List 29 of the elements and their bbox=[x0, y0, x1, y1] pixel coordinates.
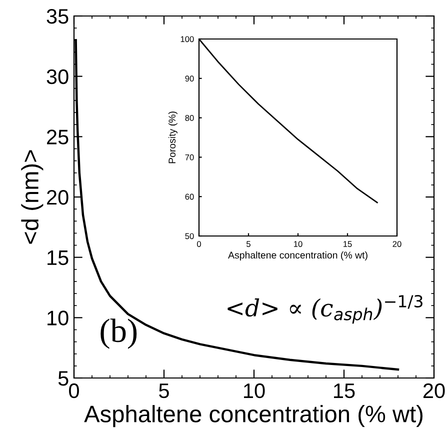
y-tick-label: 20 bbox=[47, 190, 68, 205]
y-tick-label: 15 bbox=[48, 250, 68, 266]
x-tick-label: 0 bbox=[197, 241, 201, 247]
x-tick-label: 15 bbox=[344, 241, 352, 247]
x-tick-label: 5 bbox=[246, 241, 250, 247]
y-tick-label: 50 bbox=[185, 233, 194, 240]
y-tick-label: 90 bbox=[185, 76, 194, 82]
x-tick-label: 5 bbox=[159, 384, 169, 398]
annotation: <d> ∝ (c$_{asph}$)$^{−1/3}$ bbox=[228, 294, 422, 324]
y-tick-label: 35 bbox=[46, 9, 68, 24]
x-tick-label: 0 bbox=[69, 383, 79, 398]
y-tick-label: 10 bbox=[48, 310, 68, 326]
y-axis-title: <d (nm)> bbox=[21, 150, 44, 244]
x-tick-label: 10 bbox=[294, 241, 302, 247]
x-axis-title: Asphaltene concentration (% wt) bbox=[228, 251, 368, 260]
y-axis-title: Porosity (%) bbox=[168, 112, 178, 164]
y-tick-label: 60 bbox=[185, 194, 194, 200]
x-tick-label: 10 bbox=[244, 383, 265, 398]
y-tick-label: 5 bbox=[58, 371, 68, 386]
x-tick-label: 15 bbox=[334, 384, 355, 398]
y-tick-label: 80 bbox=[185, 115, 194, 121]
y-tick-label: 70 bbox=[185, 154, 194, 160]
y-tick-label: 25 bbox=[47, 130, 68, 144]
x-tick-label: 20 bbox=[392, 241, 402, 247]
y-tick-label: 100 bbox=[180, 36, 194, 42]
x-axis-title: Asphaltene concentration (% wt) bbox=[84, 405, 423, 428]
x-tick-label: 20 bbox=[423, 383, 445, 398]
y-tick-label: 30 bbox=[46, 69, 68, 84]
annotation: (b) bbox=[100, 318, 137, 349]
